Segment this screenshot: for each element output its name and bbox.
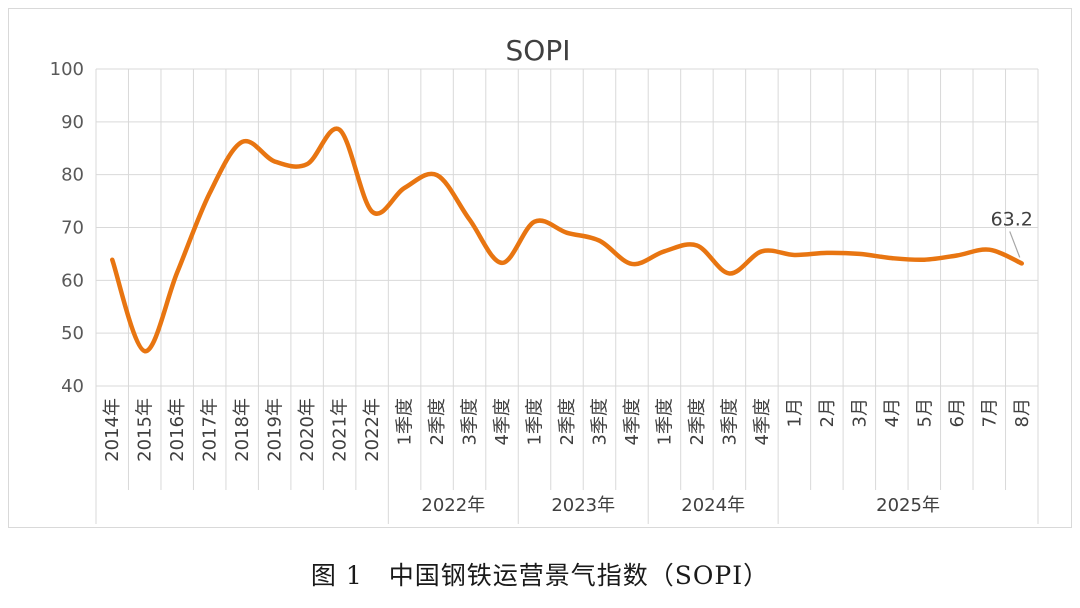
x-tick-label: 8月 xyxy=(1012,398,1033,427)
data-point xyxy=(890,256,894,260)
x-group-label: 2025年 xyxy=(876,495,940,516)
y-tick-label: 70 xyxy=(61,218,84,239)
data-point xyxy=(662,249,666,253)
x-tick-label: 2021年 xyxy=(330,398,351,462)
x-tick-label: 2季度 xyxy=(557,398,578,445)
data-point xyxy=(857,252,861,256)
data-point xyxy=(370,210,374,214)
y-tick-label: 100 xyxy=(50,59,84,80)
data-point xyxy=(468,218,472,222)
data-point xyxy=(792,253,796,257)
x-tick-label: 1季度 xyxy=(654,398,675,445)
x-tick-label: 4季度 xyxy=(752,398,773,445)
x-tick-label: 2月 xyxy=(817,398,838,427)
data-point xyxy=(825,251,829,255)
sopi-series-line xyxy=(109,126,1025,354)
annotation-leader xyxy=(1009,231,1021,258)
data-point xyxy=(533,220,537,224)
x-tick-label: 2015年 xyxy=(135,398,156,462)
data-point xyxy=(727,271,731,275)
x-tick-label: 5月 xyxy=(914,398,935,427)
x-tick-label: 2018年 xyxy=(232,398,253,462)
x-tick-label: 7月 xyxy=(979,398,1000,427)
x-group-label: 2023年 xyxy=(551,495,615,516)
data-point xyxy=(1020,261,1024,265)
x-tick-label: 3季度 xyxy=(719,398,740,445)
chart-frame xyxy=(8,8,1072,528)
x-tick-label: 1季度 xyxy=(395,398,416,445)
x-tick-label: 2017年 xyxy=(200,398,221,462)
x-tick-label: 6月 xyxy=(947,398,968,427)
data-point xyxy=(208,191,212,195)
data-point xyxy=(955,254,959,258)
data-point xyxy=(338,128,342,132)
y-tick-label: 60 xyxy=(61,270,84,291)
data-point xyxy=(175,270,179,274)
y-tick-label: 50 xyxy=(61,323,84,344)
x-tick-label: 2020年 xyxy=(297,398,318,462)
x-tick-label: 3月 xyxy=(849,398,870,427)
data-point xyxy=(273,159,277,163)
x-group-label: 2024年 xyxy=(681,495,745,516)
data-point xyxy=(403,186,407,190)
data-point xyxy=(597,239,601,243)
y-tick-label: 80 xyxy=(61,165,84,186)
data-point xyxy=(760,249,764,253)
x-tick-label: 2014年 xyxy=(102,398,123,462)
data-point xyxy=(240,140,244,144)
chart-title: SOPI xyxy=(506,34,571,67)
data-point xyxy=(987,248,991,252)
data-point xyxy=(435,173,439,177)
sopi-chart: SOPI 40 50 60 70 80 90 100 2014年 2015年 2016年 2017年 2… xyxy=(50,34,1039,524)
x-tick-label: 4季度 xyxy=(622,398,643,445)
x-tick-label: 2季度 xyxy=(427,398,448,445)
x-tick-label: 1季度 xyxy=(525,398,546,445)
data-point xyxy=(630,262,634,266)
x-tick-label: 2022年 xyxy=(362,398,383,462)
data-label-last: 63.2 xyxy=(991,208,1033,230)
x-tick-label: 4季度 xyxy=(492,398,513,445)
data-point xyxy=(922,258,926,262)
data-point xyxy=(110,258,114,262)
x-tick-label: 4月 xyxy=(882,398,903,427)
data-point xyxy=(500,261,504,265)
x-tick-label: 1月 xyxy=(784,398,805,427)
y-tick-label: 40 xyxy=(61,376,84,397)
x-tick-label: 2019年 xyxy=(265,398,286,462)
data-point xyxy=(565,231,569,235)
data-point xyxy=(695,243,699,247)
y-tick-label: 90 xyxy=(61,112,84,133)
x-tick-label: 2季度 xyxy=(687,398,708,445)
data-point xyxy=(305,162,309,166)
x-tick-label: 2016年 xyxy=(167,398,188,462)
data-point xyxy=(143,349,147,353)
figure-caption: 图 1 中国钢铁运营景气指数（SOPI） xyxy=(310,561,770,590)
x-tick-label: 3季度 xyxy=(589,398,610,445)
x-tick-label: 3季度 xyxy=(460,398,481,445)
x-group-label: 2022年 xyxy=(421,495,485,516)
